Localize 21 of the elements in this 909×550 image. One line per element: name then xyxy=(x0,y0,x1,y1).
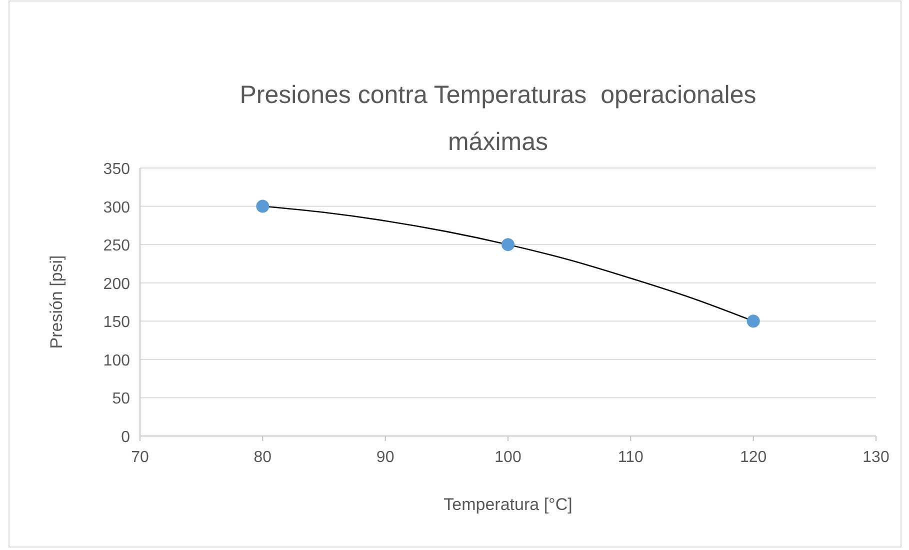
y-tick-label: 200 xyxy=(103,276,130,293)
point xyxy=(746,314,760,328)
y-axis-title: Presión [psi] xyxy=(47,255,66,349)
x-tick-label: 100 xyxy=(494,449,522,466)
point xyxy=(256,200,270,213)
y-tick-label: 350 xyxy=(103,161,130,178)
y-tick-label: 250 xyxy=(103,238,130,255)
point xyxy=(502,238,514,252)
x-tick-label: 80 xyxy=(254,449,272,466)
chart-title: Presiones contra Temperaturas operacionales máximas xyxy=(240,81,756,156)
y-tick-label: 0 xyxy=(121,429,130,446)
y-tick-label: 100 xyxy=(103,352,130,370)
y-tick-label: 50 xyxy=(112,390,130,408)
x-tick-label: 70 xyxy=(131,449,149,466)
y-tick-label: 300 xyxy=(103,199,130,216)
x-tick-label: 120 xyxy=(740,449,767,466)
x-tick-label: 130 xyxy=(862,449,890,466)
x-tick-label: 110 xyxy=(618,449,644,466)
x-tick-label: 90 xyxy=(376,449,394,466)
y-tick-label: 150 xyxy=(103,314,130,332)
x-axis-title: Temperatura [°C] xyxy=(444,495,572,514)
